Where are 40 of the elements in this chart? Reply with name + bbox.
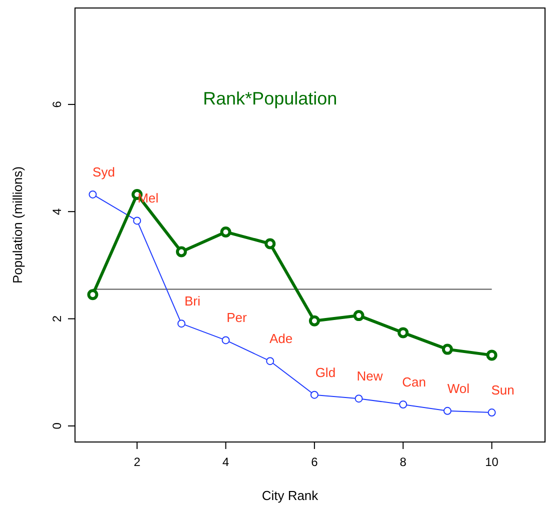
- x-tick-label: 6: [311, 455, 318, 469]
- text: Rank*Population: [203, 88, 338, 108]
- point: [87, 289, 98, 300]
- point: [222, 336, 230, 344]
- annotation: Can: [402, 374, 426, 390]
- point: [442, 344, 453, 355]
- point: [220, 226, 232, 238]
- point: [443, 406, 452, 415]
- point: [266, 357, 274, 366]
- annotation: New: [356, 368, 384, 384]
- y-axis-title: Population (millions): [10, 166, 25, 284]
- annotation: Per: [226, 310, 248, 326]
- point: [488, 408, 496, 417]
- point: [88, 190, 97, 198]
- point: [176, 246, 187, 258]
- point: [486, 350, 498, 361]
- y-tick-label: 4: [50, 208, 64, 215]
- x-axis-title: City Rank: [262, 488, 319, 503]
- point: [133, 216, 142, 225]
- point: [354, 394, 363, 403]
- x-tick-label: 4: [222, 455, 230, 469]
- point: [310, 390, 318, 399]
- y-tick-label: 0: [50, 422, 64, 430]
- annotation: Sun: [491, 382, 514, 398]
- annotation: Gld: [315, 364, 336, 380]
- point: [177, 320, 186, 328]
- annotation: Bri: [184, 294, 200, 309]
- annotation: Syd: [92, 164, 115, 180]
- point: [398, 327, 409, 338]
- annotation: Wol: [447, 380, 470, 396]
- point: [308, 315, 320, 326]
- annotation: Ade: [270, 331, 293, 346]
- x-tick-label: 2: [134, 455, 141, 469]
- x-tick-label: 10: [485, 455, 499, 469]
- point: [353, 310, 364, 322]
- point: [264, 238, 276, 250]
- y-tick-label: 6: [50, 100, 64, 108]
- point: [399, 400, 408, 408]
- x-tick-label: 8: [400, 455, 407, 469]
- y-tick-label: 2: [50, 315, 64, 322]
